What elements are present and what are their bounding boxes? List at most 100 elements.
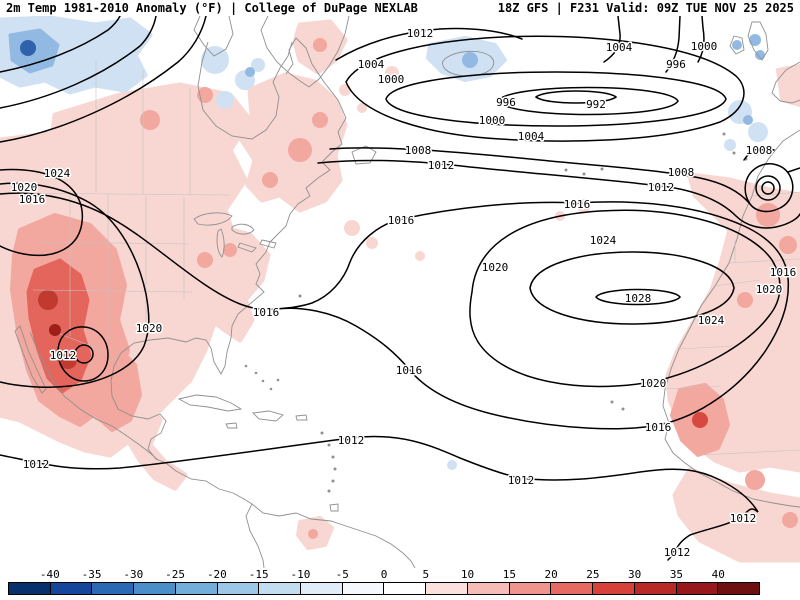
anomaly-warm bbox=[385, 66, 399, 80]
colorbar-tick-label: -25 bbox=[165, 568, 186, 581]
island bbox=[327, 489, 331, 493]
colorbar-tick-label: -15 bbox=[248, 568, 269, 581]
anomaly-warm-strong bbox=[308, 529, 318, 539]
colorbar-cell bbox=[509, 583, 552, 594]
isobar-1000-ne bbox=[697, 15, 705, 63]
coastline-labrador bbox=[285, 37, 347, 119]
isobar-arctic bbox=[0, 15, 207, 143]
anomaly-warm bbox=[672, 467, 800, 563]
colorbar-cell bbox=[50, 583, 93, 594]
contour-label: 1012 bbox=[407, 27, 434, 40]
isobar-1008-outer bbox=[743, 147, 775, 161]
contour-label: 1004 bbox=[358, 58, 385, 71]
coastline-hudson-bay bbox=[197, 41, 293, 140]
contour-label: 1004 bbox=[606, 41, 633, 54]
anomaly-cold bbox=[462, 52, 478, 68]
colorbar-tick-label: 10 bbox=[460, 568, 475, 581]
isobar-1000 bbox=[385, 71, 727, 127]
colorbar-tick-label: -40 bbox=[39, 568, 60, 581]
colorbar-tick-label: -35 bbox=[81, 568, 102, 581]
isobar-1004-ne bbox=[603, 15, 621, 63]
isobar-992 bbox=[534, 90, 618, 104]
anomaly-warm-core bbox=[49, 324, 61, 336]
island bbox=[254, 371, 258, 375]
anomaly-cold bbox=[743, 115, 753, 125]
isobar-996-ne bbox=[665, 15, 681, 73]
isobar-1008 bbox=[329, 147, 751, 205]
island bbox=[320, 431, 324, 435]
contour-label: 1008 bbox=[668, 166, 695, 179]
contour-label: 1004 bbox=[518, 130, 545, 143]
contour-label: 1016 bbox=[253, 306, 280, 319]
isobar-1004 bbox=[345, 35, 745, 142]
model-run-info: 18Z GFS | F231 Valid: 09Z TUE NOV 25 202… bbox=[497, 1, 794, 15]
anomaly-warm bbox=[366, 237, 378, 249]
coastline-newfoundland bbox=[351, 145, 377, 165]
contour-label: 1000 bbox=[691, 40, 718, 53]
border-africa bbox=[699, 449, 800, 456]
island bbox=[269, 387, 273, 391]
colorbar-tick-label: 5 bbox=[422, 568, 430, 581]
colorbar-cell bbox=[217, 583, 260, 594]
coastline-baffin bbox=[193, 15, 234, 57]
contour-label: 1020 bbox=[136, 322, 163, 335]
coastline-greenland bbox=[260, 15, 350, 88]
contour-label: 1020 bbox=[11, 181, 38, 194]
anomaly-warm bbox=[339, 84, 351, 96]
contour-label: 1016 bbox=[396, 364, 423, 377]
warm-anomaly-shading bbox=[0, 19, 800, 563]
isobar-1012-mid bbox=[317, 159, 800, 229]
isobar-1020-high bbox=[469, 209, 781, 388]
isobar-1024-high bbox=[529, 251, 735, 325]
isobars bbox=[0, 15, 800, 561]
anomaly-warm-core bbox=[59, 351, 77, 369]
island bbox=[244, 364, 248, 368]
coastline-ireland bbox=[729, 35, 745, 55]
coastline-south-america bbox=[251, 503, 416, 569]
cold-anomaly-shading bbox=[0, 15, 768, 470]
contour-label: 1016 bbox=[388, 214, 415, 227]
island bbox=[610, 400, 614, 404]
anomaly-warm-strong bbox=[745, 470, 765, 490]
coastline-jamaica bbox=[225, 422, 238, 429]
contour-label: 1020 bbox=[756, 283, 783, 296]
colorbar-cell bbox=[467, 583, 510, 594]
weather-map: 1012 1004 1000 1004 996 1000 996 992 100… bbox=[0, 15, 800, 569]
isobar-996 bbox=[497, 86, 679, 116]
contour-label: 992 bbox=[586, 98, 606, 111]
anomaly-warm-strong bbox=[312, 112, 328, 128]
colorbar-tick-label: 25 bbox=[586, 568, 600, 581]
colorbar-tick-label: 30 bbox=[628, 568, 642, 581]
map-svg: 1012 1004 1000 1004 996 1000 996 992 100… bbox=[0, 15, 800, 569]
anomaly-warm bbox=[172, 222, 271, 343]
colorbar-cell bbox=[718, 583, 759, 594]
anomaly-cold bbox=[447, 460, 457, 470]
colorbar-cell bbox=[634, 583, 677, 594]
isobar-labels: 1012 1004 1000 1004 996 1000 996 992 100… bbox=[9, 26, 798, 561]
island bbox=[276, 378, 280, 382]
anomaly-cold-core bbox=[20, 40, 36, 56]
contour-label: 1016 bbox=[564, 198, 591, 211]
colorbar-cell bbox=[593, 583, 635, 594]
anomaly-cold bbox=[755, 50, 765, 60]
anomaly-cold bbox=[748, 122, 768, 142]
contour-label: 1012 bbox=[664, 546, 691, 559]
colorbar-cell bbox=[175, 583, 218, 594]
isobar-exit bbox=[787, 167, 800, 173]
island bbox=[564, 168, 568, 172]
island bbox=[722, 132, 726, 136]
colorbar-tick-label: 15 bbox=[502, 568, 516, 581]
contour-label: 1024 bbox=[44, 167, 71, 180]
coastline-puerto-rico bbox=[295, 414, 308, 421]
colorbar-tick-label: 40 bbox=[711, 568, 725, 581]
island bbox=[732, 151, 736, 155]
anomaly-warm bbox=[776, 64, 800, 107]
island bbox=[600, 167, 604, 171]
colorbar-cell bbox=[301, 583, 343, 594]
contour-label: 1020 bbox=[640, 377, 667, 390]
anomaly-warm-strong bbox=[313, 38, 327, 52]
anomaly-warm-strong bbox=[782, 512, 798, 528]
island bbox=[331, 455, 335, 459]
lake-michigan bbox=[216, 228, 225, 258]
